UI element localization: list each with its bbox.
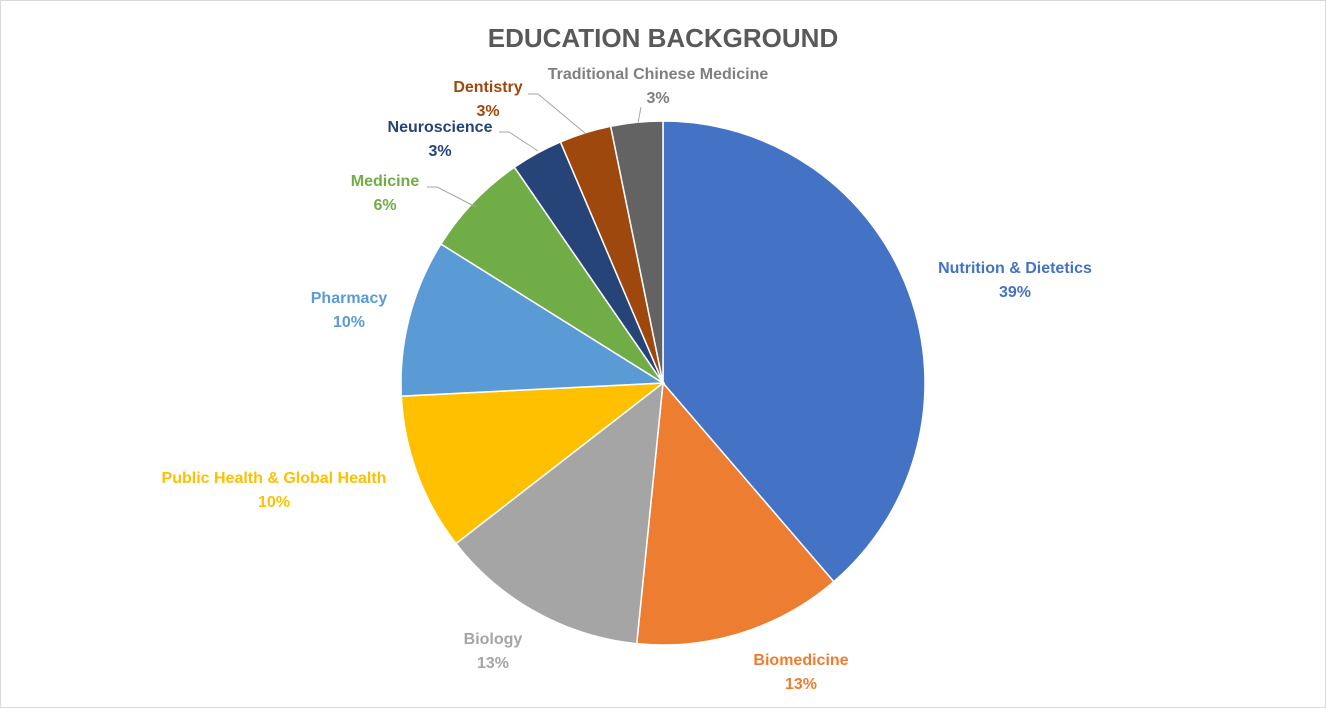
- pie-slice-pharmacy: [400, 242, 666, 397]
- slice-label-percent: 6%: [373, 197, 396, 214]
- pie-slice-biomedicine: [635, 381, 835, 646]
- leader-line: [499, 131, 539, 152]
- slice-label-percent: 10%: [333, 314, 365, 331]
- slice-label-name: Biomedicine: [753, 652, 848, 669]
- leader-line: [427, 186, 477, 208]
- pie-slice-biology: [454, 381, 664, 645]
- slice-label-name: Dentistry: [453, 79, 522, 96]
- slice-label-percent: 39%: [999, 284, 1031, 301]
- slice-label-percent: 3%: [476, 103, 499, 120]
- leader-lines: [427, 93, 642, 208]
- pie-slice-public-health-global-health: [400, 382, 666, 545]
- slice-label-name: Medicine: [351, 173, 420, 190]
- pie-slice-traditional-chinese-medicine: [609, 120, 664, 384]
- chart-title: EDUCATION BACKGROUND: [488, 23, 839, 53]
- pie-slice-nutrition-dietetics: [662, 120, 926, 583]
- slice-label-name: Neuroscience: [388, 119, 493, 136]
- slice-label-percent: 13%: [785, 676, 817, 693]
- slice-label-name: Public Health & Global Health: [162, 470, 387, 487]
- slice-label-percent: 3%: [428, 143, 451, 160]
- slice-label-name: Traditional Chinese Medicine: [548, 66, 769, 83]
- slice-label-percent: 13%: [477, 655, 509, 672]
- data-labels: Nutrition & Dietetics 39% Biomedicine 13% Bi…: [162, 66, 1092, 693]
- leader-line: [528, 93, 587, 135]
- slice-label-name: Nutrition & Dietetics: [938, 260, 1092, 277]
- pie-slices: [400, 120, 926, 646]
- slice-label-name: Biology: [464, 631, 523, 648]
- slice-label-name: Pharmacy: [311, 290, 388, 307]
- slice-label-percent: 10%: [258, 494, 290, 511]
- leader-line: [637, 106, 642, 124]
- slice-label-percent: 3%: [646, 90, 669, 107]
